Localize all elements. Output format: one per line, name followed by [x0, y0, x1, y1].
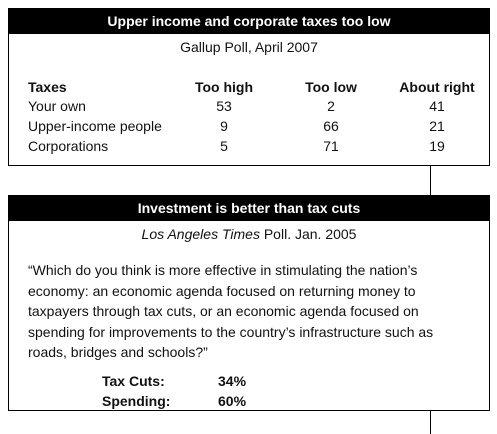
table-value: 21 — [429, 118, 445, 134]
box-subtitle: Gallup Poll, April 2007 — [180, 39, 318, 55]
rule — [430, 166, 431, 195]
source-date: Poll. Jan. 2005 — [259, 226, 357, 242]
quote-line: roads, bridges and schools?” — [28, 344, 208, 360]
column-header: About right — [399, 79, 475, 95]
table-value: 2 — [327, 98, 335, 114]
table-value: 41 — [429, 98, 445, 114]
table-value: 5 — [220, 138, 228, 154]
box-title: Investment is better than tax cuts — [9, 196, 489, 221]
lat-box: Investment is better than tax cuts Los A… — [8, 195, 490, 411]
source: Los Angeles Times — [141, 226, 260, 242]
row-label: Corporations — [28, 138, 109, 154]
column-header: Taxes — [28, 79, 67, 95]
result-label: Spending: — [102, 393, 171, 409]
gallup-box: Upper income and corporate taxes too low… — [8, 8, 490, 166]
table-value: 71 — [323, 138, 339, 154]
box-subtitle: Los Angeles Times Poll. Jan. 2005 — [9, 226, 489, 242]
table-value: 66 — [323, 118, 339, 134]
table-value: 53 — [216, 98, 232, 114]
quote-line: economy: an economic agenda focused on r… — [28, 282, 416, 299]
quote-line: spending for improvements to the country… — [28, 323, 434, 340]
result-value: 34% — [218, 373, 247, 389]
rule — [430, 411, 431, 434]
column-header: Too high — [194, 79, 254, 95]
table-value: 9 — [220, 118, 228, 134]
result-label: Tax Cuts: — [102, 373, 165, 389]
box-title: Upper income and corporate taxes too low — [9, 9, 489, 34]
table-value: 19 — [429, 138, 445, 154]
row-label: Your own — [28, 98, 86, 114]
quote-line: “Which do you think is more effective in… — [28, 262, 418, 278]
column-header: Too low — [305, 79, 357, 95]
result-value: 60% — [218, 393, 247, 409]
quote-line: taxpayers through tax cuts, or an econom… — [28, 303, 419, 319]
row-label: Upper-income people — [28, 118, 162, 134]
